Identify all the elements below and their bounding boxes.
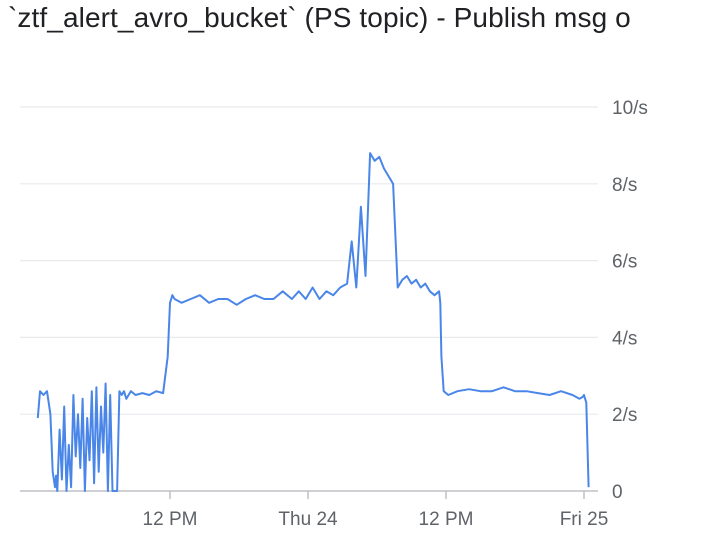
series-line: [36, 152, 590, 492]
series-layer: [36, 152, 590, 492]
y-tick-label: 2/s: [612, 405, 637, 426]
x-tick-label: Fri 25: [560, 509, 609, 530]
y-tick-label: 4/s: [612, 328, 637, 349]
gridlines: [20, 106, 598, 415]
x-axis: 12 PM Thu 24 12 PM Fri 25: [20, 490, 609, 530]
y-tick-label: 10/s: [612, 98, 648, 119]
x-tick-label: 12 PM: [143, 509, 198, 530]
x-tick-label: 12 PM: [419, 509, 474, 530]
y-tick-label: 6/s: [612, 252, 637, 273]
y-axis-labels: 0 2/s 4/s 6/s 8/s 10/s: [612, 98, 648, 503]
y-tick-label: 0: [612, 482, 623, 503]
y-tick-label: 8/s: [612, 175, 637, 196]
x-tick-label: Thu 24: [278, 509, 338, 530]
chart-title: `ztf_alert_avro_bucket` (PS topic) - Pub…: [8, 2, 631, 33]
